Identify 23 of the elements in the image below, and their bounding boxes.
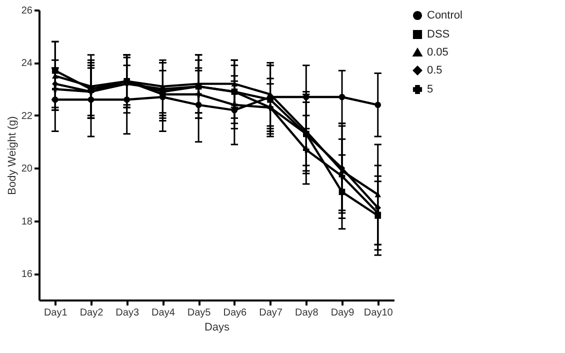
x-axis-title: Days <box>204 322 230 334</box>
y-tick-label: 24 <box>21 58 33 70</box>
y-tick-label: 26 <box>21 6 33 16</box>
y-tick-label: 20 <box>21 164 33 175</box>
y-tick-label: 18 <box>21 216 33 228</box>
x-tick-label: Day10 <box>364 308 394 318</box>
legend-label: 5 <box>427 84 434 96</box>
x-tick-label: Day9 <box>330 308 355 318</box>
x-tick-label: Day4 <box>152 308 176 318</box>
legend-label: Control <box>427 10 462 22</box>
legend-label: 0.05 <box>427 46 448 58</box>
x-tick-label: Day2 <box>80 308 104 318</box>
legend-label: DSS <box>427 28 450 40</box>
legend-label: 0.5 <box>427 64 442 76</box>
y-axis-title: Body Weight (g) <box>6 116 18 195</box>
x-tick-label: Day8 <box>294 308 319 318</box>
y-tick-label: 22 <box>21 110 33 122</box>
y-tick-label: 16 <box>21 269 33 280</box>
x-tick-label: Day6 <box>223 308 248 318</box>
x-tick-label: Day7 <box>259 308 283 318</box>
x-tick-label: Day3 <box>116 308 140 318</box>
x-tick-label: Day1 <box>44 308 68 318</box>
x-tick-label: Day5 <box>187 308 212 318</box>
